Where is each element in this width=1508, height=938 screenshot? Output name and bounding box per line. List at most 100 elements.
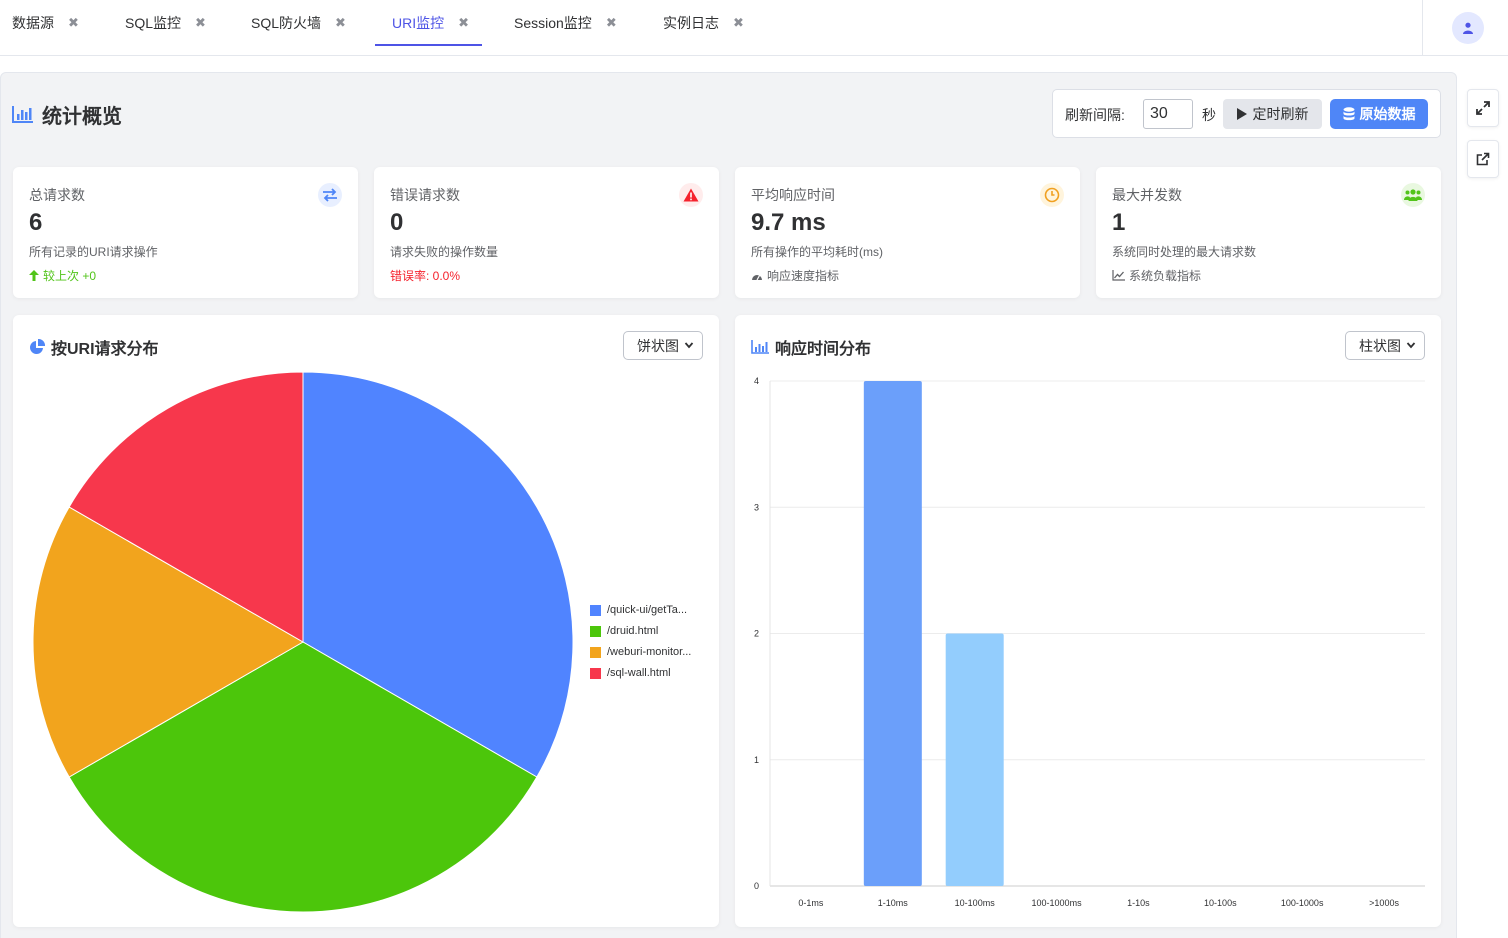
close-icon[interactable]: ✖ <box>68 15 79 30</box>
warning-icon <box>679 183 703 207</box>
y-tick-label: 3 <box>754 502 759 512</box>
close-icon[interactable]: ✖ <box>335 15 346 30</box>
stat-footnote-text: 较上次 +0 <box>43 269 97 283</box>
legend-label: /quick-ui/getTa... <box>607 604 688 616</box>
stat-label: 总请求数 <box>29 187 85 203</box>
stat-footnote-text: 系统负载指标 <box>1129 269 1202 283</box>
avatar[interactable] <box>1452 12 1484 44</box>
raw-data-label: 原始数据 <box>1359 106 1416 122</box>
raw-data-button[interactable]: 原始数据 <box>1330 99 1428 129</box>
legend-item[interactable]: /sql-wall.html <box>590 666 671 680</box>
open-external-button[interactable] <box>1467 140 1499 178</box>
legend-item[interactable]: /weburi-monitor... <box>590 645 691 659</box>
page-title-text: 统计概览 <box>42 105 122 128</box>
tab-label: 实例日志 <box>663 15 719 31</box>
stat-footnote: 错误率: 0.0% <box>390 267 460 284</box>
x-tick-label: 10-100ms <box>955 898 996 908</box>
stat-card-avg-response: 平均响应时间 9.7 ms 所有操作的平均耗时(ms) 响应速度指标 <box>735 167 1080 298</box>
y-tick-label: 2 <box>754 629 759 639</box>
y-tick-label: 1 <box>754 755 759 765</box>
close-icon[interactable]: ✖ <box>733 15 744 30</box>
stat-description: 所有操作的平均耗时(ms) <box>751 245 883 259</box>
tab-label: SQL监控 <box>125 15 182 31</box>
timed-refresh-button[interactable]: 定时刷新 <box>1223 99 1322 129</box>
close-icon[interactable]: ✖ <box>458 15 470 30</box>
external-link-icon <box>1476 152 1490 166</box>
select-value: 柱状图 <box>1359 337 1401 354</box>
legend-swatch <box>590 667 601 679</box>
bar[interactable] <box>863 381 922 886</box>
legend-item[interactable]: /quick-ui/getTa... <box>590 603 687 617</box>
speedometer-icon <box>752 274 762 280</box>
x-tick-label: >1000s <box>1369 898 1399 908</box>
response-time-bar-chart: 0 1 2 3 4 0-1ms 1-10ms 10-100ms 100-1000ms 1-10s 1… <box>754 376 1425 908</box>
pie-slice[interactable] <box>68 371 304 643</box>
bar[interactable] <box>945 633 1004 887</box>
y-tick-label: 0 <box>754 881 759 891</box>
legend-label: /druid.html <box>607 625 659 637</box>
x-tick-label: 0-1ms <box>798 898 824 908</box>
bar-chart-icon <box>12 106 33 123</box>
close-icon[interactable]: ✖ <box>605 15 617 30</box>
stat-value: 1 <box>1112 209 1126 236</box>
legend-label: /weburi-monitor... <box>607 646 692 658</box>
stat-footnote-text: 响应速度指标 <box>767 269 840 283</box>
panel-title: 响应时间分布 <box>751 335 871 359</box>
stat-label: 平均响应时间 <box>751 187 835 203</box>
stat-footnote: 响应速度指标 <box>751 267 839 284</box>
refresh-controls: 刷新间隔: 秒 定时刷新 原始数据 <box>1052 89 1441 138</box>
database-icon <box>1343 107 1354 121</box>
tab-session-monitor[interactable]: Session监控 ✖ <box>514 0 617 46</box>
tab-label: SQL防火墙 <box>251 15 322 31</box>
page-title: 统计概览 <box>12 100 122 128</box>
select-value: 饼状图 <box>637 337 679 354</box>
stat-description: 系统同时处理的最大请求数 <box>1112 245 1257 259</box>
user-icon <box>1463 22 1473 34</box>
tab-instance-log[interactable]: 实例日志 ✖ <box>663 0 744 46</box>
bar-chart-type-select[interactable]: 柱状图 <box>1345 331 1425 360</box>
tab-label: 数据源 <box>12 15 54 31</box>
response-time-panel: 响应时间分布 柱状图 <box>735 315 1441 927</box>
x-tick-label: 1-10ms <box>878 898 909 908</box>
refresh-interval-label: 刷新间隔: <box>1065 107 1125 123</box>
close-icon[interactable]: ✖ <box>195 15 206 30</box>
legend-item[interactable]: /druid.html <box>590 624 658 638</box>
stat-card-max-concurrency: 最大并发数 1 系统同时处理的最大请求数 系统负载指标 <box>1096 167 1441 298</box>
stat-label: 错误请求数 <box>390 187 460 203</box>
tab-sql-monitor[interactable]: SQL监控 ✖ <box>125 0 206 46</box>
tab-label: URI监控 <box>392 15 445 31</box>
tab-label: Session监控 <box>514 15 592 31</box>
stat-card-total-requests: 总请求数 6 所有记录的URI请求操作 较上次 +0 <box>13 167 358 298</box>
tab-uri-monitor[interactable]: URI监控 ✖ <box>392 0 469 46</box>
tab-datasource[interactable]: 数据源 ✖ <box>12 0 79 46</box>
legend-swatch <box>590 604 601 616</box>
play-icon <box>1236 108 1247 120</box>
legend-label: /sql-wall.html <box>607 667 671 679</box>
x-tick-label: 100-1000ms <box>1032 898 1083 908</box>
pie-slice[interactable] <box>302 371 574 778</box>
legend-swatch <box>590 646 601 658</box>
refresh-interval-input[interactable] <box>1143 99 1193 129</box>
tab-sql-firewall[interactable]: SQL防火墙 ✖ <box>251 0 346 46</box>
x-tick-label: 1-10s <box>1127 898 1150 908</box>
expand-icon <box>1476 101 1490 115</box>
panel-title: 按URI请求分布 <box>29 335 159 359</box>
panel-title-text: 响应时间分布 <box>775 341 872 358</box>
stat-label: 最大并发数 <box>1112 187 1182 203</box>
pie-chart-type-select[interactable]: 饼状图 <box>623 331 703 360</box>
stat-footnote-text: 错误率: 0.0% <box>390 269 461 283</box>
panel-title-text: 按URI请求分布 <box>51 341 159 358</box>
pie-slice[interactable] <box>32 506 305 778</box>
uri-pie-chart <box>32 371 574 913</box>
stat-value: 0 <box>390 209 404 236</box>
stat-description: 请求失败的操作数量 <box>390 245 499 259</box>
chevron-down-icon <box>1406 342 1416 349</box>
arrow-up-icon <box>29 270 39 281</box>
clock-icon <box>1040 183 1064 207</box>
x-tick-label: 100-1000s <box>1281 898 1324 908</box>
bar-chart-icon <box>751 340 769 354</box>
legend-swatch <box>590 625 601 637</box>
active-tab-indicator <box>375 44 482 46</box>
stat-description: 所有记录的URI请求操作 <box>29 245 158 259</box>
fullscreen-button[interactable] <box>1467 89 1499 127</box>
